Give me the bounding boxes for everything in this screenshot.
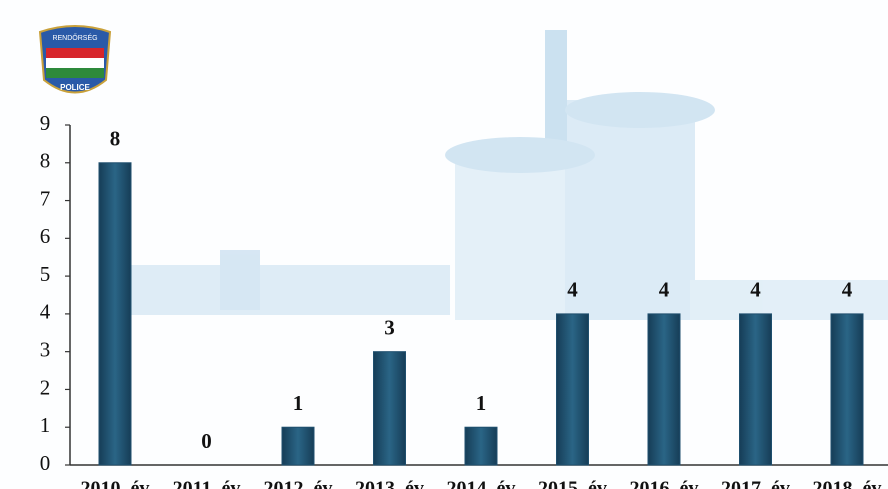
y-tick-label: 7 (40, 186, 51, 210)
x-tick-label: 2010. év (81, 478, 150, 489)
x-tick-label: 2016. év (630, 478, 699, 489)
x-tick-label: 2014. év (447, 478, 516, 489)
y-tick-label: 6 (40, 224, 51, 248)
data-label: 4 (842, 278, 853, 302)
y-tick-label: 0 (40, 451, 51, 475)
data-label: 1 (476, 391, 487, 415)
logo-top-text: RENDŐRSÉG (52, 33, 97, 42)
x-tick-label: 2015. év (538, 478, 607, 489)
x-tick-label: 2011. év (173, 478, 241, 489)
x-tick-label: 2018. év (813, 478, 882, 489)
y-tick-label: 8 (40, 149, 51, 173)
y-tick-label: 4 (40, 300, 51, 324)
data-label: 4 (659, 278, 670, 302)
data-label: 4 (750, 278, 761, 302)
bar (556, 313, 589, 466)
bar (464, 426, 498, 466)
background-building (130, 30, 888, 320)
y-tick-label: 9 (40, 111, 51, 135)
data-label: 4 (567, 278, 578, 302)
bar (739, 313, 772, 466)
bar (281, 426, 315, 466)
data-label: 1 (293, 391, 304, 415)
y-tick-label: 1 (40, 413, 51, 437)
y-tick-label: 5 (40, 262, 51, 286)
x-tick-label: 2017. év (721, 478, 790, 489)
bar (647, 313, 681, 466)
data-label: 8 (110, 127, 121, 151)
x-tick-label: 2013. év (355, 478, 424, 489)
bar (830, 313, 864, 466)
data-label: 3 (384, 315, 395, 339)
y-tick-label: 3 (40, 337, 51, 361)
logo: RENDŐRSÉG POLICE (38, 25, 112, 94)
data-label: 0 (201, 429, 212, 453)
bar (98, 162, 132, 466)
y-tick-label: 2 (40, 375, 51, 399)
bar (373, 351, 406, 466)
logo-bottom-text: POLICE (60, 83, 90, 92)
x-tick-label: 2012. év (264, 478, 333, 489)
